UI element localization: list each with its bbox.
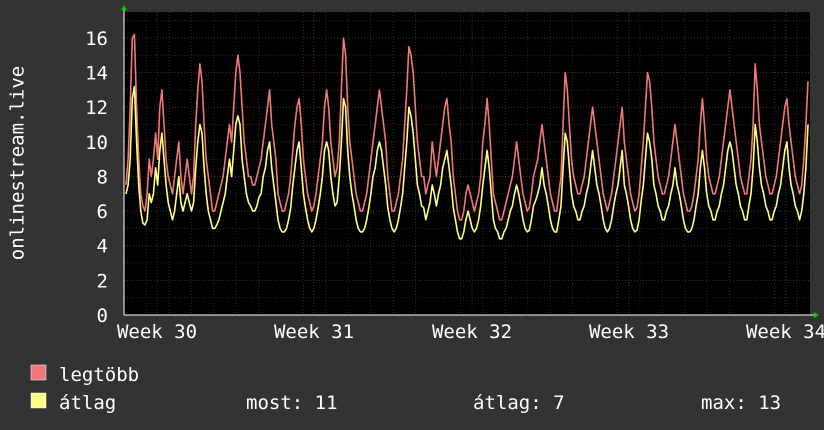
y-tick-labels: 0 2 4 6 8 10 12 14 16 [85,28,108,327]
series-layer [125,33,809,240]
legend-label: legtöbb [59,364,139,386]
x-tick-label: Week 30 [117,321,197,343]
y-tick-label: 6 [97,201,108,223]
minor-grid [124,12,810,315]
x-tick-label: Week 31 [274,321,354,343]
x-tick-label: Week 32 [432,321,512,343]
legend-stat: most: 11 [246,392,338,414]
legend-swatch [30,392,47,409]
legend: legtöbb átlag most: 11 átlag: 7 max: 13 [30,364,781,414]
y-axis-label: onlinestream.live [7,66,29,260]
y-tick-label: 14 [85,63,108,85]
y-tick-label: 4 [97,236,108,258]
y-tick-label: 10 [85,132,108,154]
major-grid [124,12,810,316]
x-tick-labels: Week 30 Week 31 Week 32 Week 33 Week 34 [117,321,824,343]
axes [121,5,819,318]
series-line [125,33,809,221]
y-axis-arrow-icon [121,5,127,10]
y-tick-label: 16 [85,28,108,50]
legend-swatch [30,364,47,381]
legend-label: átlag [59,392,116,414]
y-tick-label: 8 [97,166,108,188]
series-line [125,85,809,240]
legend-stat: átlag: 7 [473,392,565,414]
y-tick-label: 12 [85,97,108,119]
x-tick-label: Week 34 [746,321,824,343]
y-tick-label: 0 [97,305,108,327]
x-axis-arrow-icon [814,312,819,318]
y-tick-label: 2 [97,270,108,292]
legend-stat: max: 13 [701,392,781,414]
x-tick-label: Week 33 [589,321,669,343]
